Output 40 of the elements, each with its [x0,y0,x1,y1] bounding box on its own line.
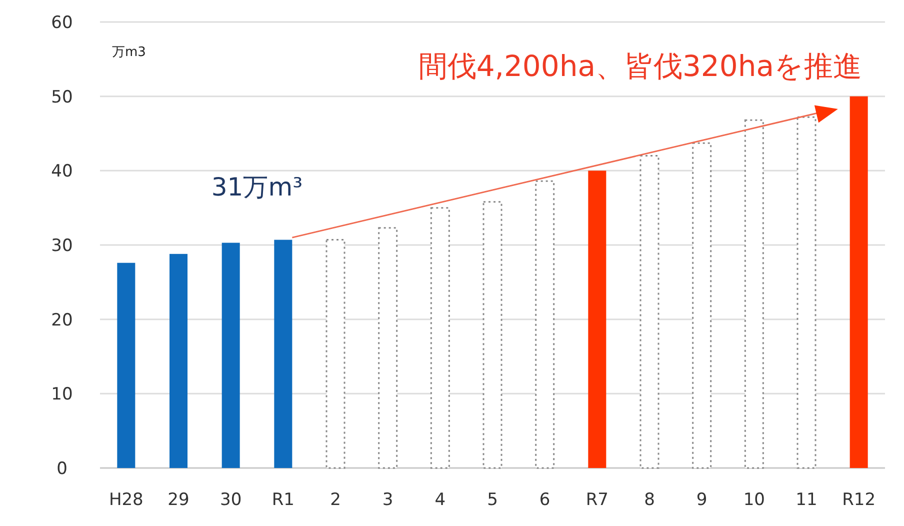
annotation: 31万m³ [211,172,303,202]
x-tick-label: 4 [434,490,446,510]
y-tick-label: 40 [51,162,73,182]
bar [222,242,240,468]
y-tick-label: 50 [51,87,73,108]
bar [274,240,292,468]
bar [588,170,606,468]
x-tick-label: 8 [644,490,655,510]
bar [430,207,450,469]
x-tick-label: 6 [539,490,550,510]
bar [796,116,816,469]
x-tick-label: 3 [382,490,394,510]
y-tick-label: 20 [51,310,73,330]
y-tick-label: 60 [51,13,73,33]
bar [692,142,712,469]
bar [850,96,868,468]
x-tick-label: R12 [842,490,876,510]
x-tick-label: 9 [696,490,708,510]
bar [640,155,660,469]
bar [482,201,502,469]
x-tick-label: 29 [168,490,190,510]
x-tick-label: 2 [330,490,341,510]
bar [744,119,764,469]
y-axis-title: 万m3 [112,45,146,60]
y-tick-label: 10 [51,384,73,405]
x-tick-label: 5 [487,490,498,510]
text: 間伐4,200ha、皆伐320haを推進 [418,49,862,83]
x-tick-label: H28 [108,490,144,510]
y-tick-label: 30 [51,236,73,256]
x-tick-label: R7 [586,490,608,510]
x-tick-label: R1 [272,490,294,510]
x-tick-label: 10 [743,490,765,510]
x-tick-label: 30 [220,490,242,510]
x-tick-label: 11 [796,490,818,510]
bar [378,227,398,469]
bar [117,262,136,468]
y-tick-label: 0 [56,459,68,479]
bar [170,254,188,468]
bar [326,239,346,469]
bar [535,180,555,469]
